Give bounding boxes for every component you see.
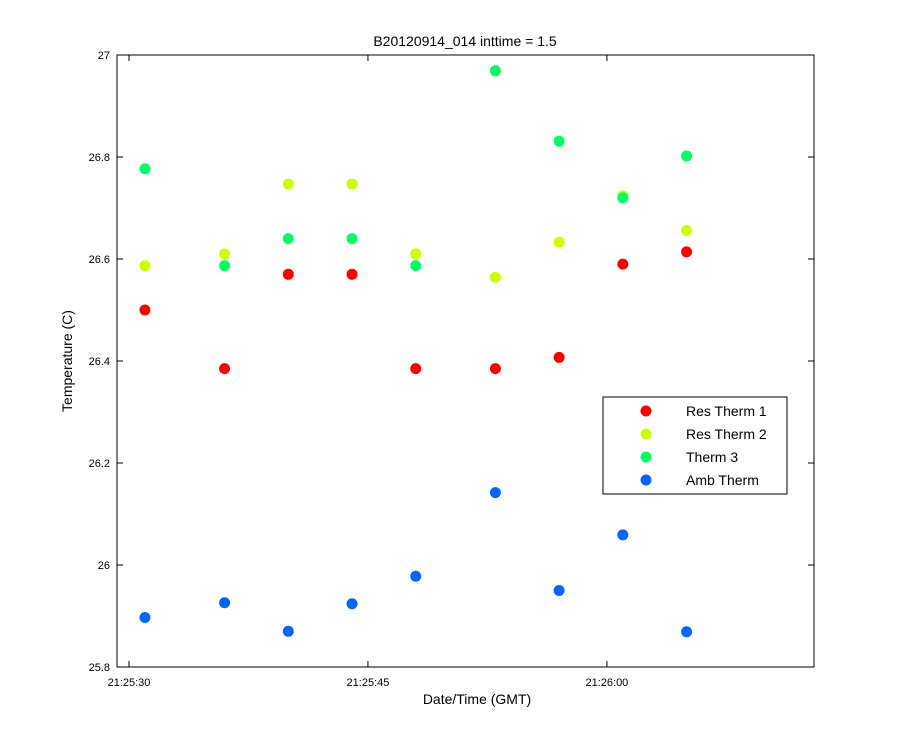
data-point bbox=[219, 248, 231, 260]
y-tick-label: 26.6 bbox=[89, 254, 110, 266]
legend-items: Res Therm 1 Res Therm 2 Therm 3 Amb Therm bbox=[640, 403, 767, 488]
data-point bbox=[617, 258, 629, 270]
y-tick-label: 25.8 bbox=[89, 662, 110, 674]
data-point bbox=[346, 268, 358, 280]
legend-marker bbox=[640, 451, 652, 463]
data-point bbox=[681, 150, 693, 162]
legend-label: Res Therm 2 bbox=[686, 426, 767, 442]
data-point bbox=[617, 192, 629, 204]
data-point bbox=[282, 268, 294, 280]
data-point bbox=[489, 65, 501, 77]
y-tick-label: 26.4 bbox=[89, 356, 110, 368]
data-point bbox=[553, 135, 565, 147]
data-point bbox=[681, 626, 693, 638]
data-point bbox=[489, 363, 501, 375]
data-point bbox=[346, 233, 358, 245]
x-tick-label: 21:25:45 bbox=[347, 677, 390, 689]
legend-label: Res Therm 1 bbox=[686, 403, 767, 419]
data-point bbox=[139, 163, 151, 175]
data-point bbox=[681, 246, 693, 258]
data-point bbox=[346, 178, 358, 190]
legend: Res Therm 1 Res Therm 2 Therm 3 Amb Therm bbox=[602, 396, 788, 495]
data-point bbox=[410, 260, 422, 272]
legend-marker bbox=[640, 405, 652, 417]
data-point bbox=[410, 248, 422, 260]
data-points bbox=[139, 65, 693, 638]
data-point bbox=[282, 233, 294, 245]
axis-ticks: 21:25:30 21:25:45 21:26:00 25.8 26 26.2 26.4 26… bbox=[89, 50, 814, 689]
data-point bbox=[139, 612, 151, 624]
y-axis-label: Temperature (C) bbox=[59, 310, 75, 412]
data-point bbox=[489, 271, 501, 283]
legend-marker bbox=[640, 428, 652, 440]
data-point bbox=[553, 351, 565, 363]
data-point bbox=[410, 363, 422, 375]
data-point bbox=[139, 304, 151, 316]
data-point bbox=[617, 529, 629, 541]
y-tick-label: 27 bbox=[98, 50, 110, 62]
data-point bbox=[410, 570, 422, 582]
data-point bbox=[139, 260, 151, 272]
data-point bbox=[219, 597, 231, 609]
data-point bbox=[489, 487, 501, 499]
legend-label: Therm 3 bbox=[686, 449, 738, 465]
chart-title: B20120914_014 inttime = 1.5 bbox=[373, 33, 557, 49]
data-point bbox=[346, 598, 358, 610]
y-tick-label: 26 bbox=[98, 560, 110, 572]
data-point bbox=[219, 260, 231, 272]
data-point bbox=[282, 625, 294, 637]
data-point bbox=[553, 236, 565, 248]
data-point bbox=[681, 224, 693, 236]
y-tick-label: 26.8 bbox=[89, 152, 110, 164]
x-axis-label: Date/Time (GMT) bbox=[423, 691, 531, 707]
data-point bbox=[219, 363, 231, 375]
y-tick-label: 26.2 bbox=[89, 458, 110, 470]
legend-marker bbox=[640, 474, 652, 486]
x-tick-label: 21:26:00 bbox=[585, 677, 628, 689]
data-point bbox=[282, 178, 294, 190]
legend-label: Amb Therm bbox=[686, 472, 759, 488]
x-tick-label: 21:25:30 bbox=[108, 677, 151, 689]
data-point bbox=[553, 585, 565, 596]
plot-area bbox=[116, 54, 815, 668]
legend-box bbox=[602, 396, 788, 495]
